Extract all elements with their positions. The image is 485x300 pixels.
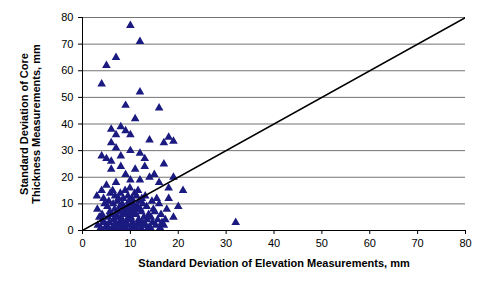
svg-text:40: 40 — [268, 237, 280, 249]
svg-text:0: 0 — [79, 237, 85, 249]
svg-text:20: 20 — [172, 237, 184, 249]
svg-text:10: 10 — [61, 197, 73, 209]
svg-text:80: 80 — [459, 237, 471, 249]
svg-text:50: 50 — [316, 237, 328, 249]
svg-text:60: 60 — [364, 237, 376, 249]
svg-text:40: 40 — [61, 118, 73, 130]
svg-text:20: 20 — [61, 171, 73, 183]
svg-text:30: 30 — [61, 144, 73, 156]
svg-text:Standard Deviation of CoreThic: Standard Deviation of CoreThickness Meas… — [18, 44, 42, 204]
svg-text:30: 30 — [220, 237, 232, 249]
svg-text:10: 10 — [124, 237, 136, 249]
svg-text:50: 50 — [61, 91, 73, 103]
svg-text:70: 70 — [412, 237, 424, 249]
svg-text:Standard Deviation of Elevatio: Standard Deviation of Elevation Measurem… — [138, 257, 410, 269]
svg-text:60: 60 — [61, 64, 73, 76]
svg-text:0: 0 — [67, 224, 73, 236]
svg-text:80: 80 — [61, 11, 73, 23]
svg-text:70: 70 — [61, 38, 73, 50]
